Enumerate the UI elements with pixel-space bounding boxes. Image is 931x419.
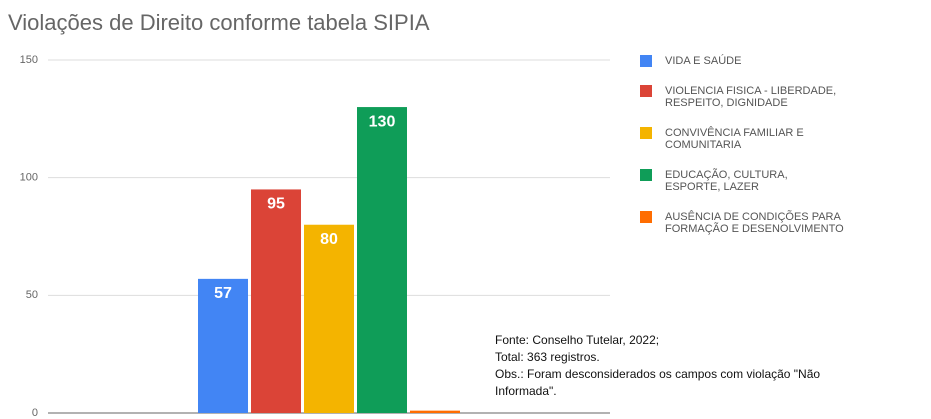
legend-label: CONVIVÊNCIA FAMILIAR E COMUNITARIA	[665, 127, 804, 151]
bar	[251, 189, 301, 413]
legend-item: EDUCAÇÃO, CULTURA, ESPORTE, LAZER	[640, 169, 870, 193]
chart-title: Violações de Direito conforme tabela SIP…	[8, 10, 430, 35]
legend-label: EDUCAÇÃO, CULTURA, ESPORTE, LAZER	[665, 169, 788, 193]
data-label: 130	[369, 113, 396, 130]
y-tick-label: 0	[32, 407, 38, 419]
bar	[198, 278, 248, 413]
data-label: 57	[214, 285, 232, 302]
legend-swatch	[640, 211, 652, 223]
bar	[357, 107, 407, 414]
annotation: Fonte: Conselho Tutelar, 2022;	[495, 333, 660, 347]
annotation: Obs.: Foram desconsiderados os campos co…	[495, 367, 821, 381]
legend-item: CONVIVÊNCIA FAMILIAR E COMUNITARIA	[640, 127, 870, 151]
y-tick-label: 50	[26, 289, 38, 301]
legend-swatch	[640, 169, 652, 181]
data-label: 95	[267, 196, 285, 213]
legend-label: VIDA E SAÚDE	[665, 55, 742, 67]
annotation: Informada".	[495, 384, 557, 398]
bar	[410, 410, 460, 413]
legend-item: VIDA E SAÚDE	[640, 55, 870, 67]
legend-swatch	[640, 85, 652, 97]
legend-label: AUSÊNCIA DE CONDIÇÕES PARA FORMAÇÃO E DE…	[665, 211, 844, 235]
legend: VIDA E SAÚDE VIOLENCIA FISICA - LIBERDADE…	[640, 55, 870, 253]
legend-swatch	[640, 55, 652, 67]
bar	[304, 224, 354, 413]
y-tick-label: 100	[20, 172, 38, 184]
legend-swatch	[640, 127, 652, 139]
data-label: 80	[320, 231, 338, 248]
y-tick-label: 150	[20, 54, 38, 66]
legend-item: AUSÊNCIA DE CONDIÇÕES PARA FORMAÇÃO E DE…	[640, 211, 870, 235]
annotations: Fonte: Conselho Tutelar, 2022; Total: 363…	[495, 332, 820, 400]
legend-item: VIOLENCIA FISICA - LIBERDADE, RESPEITO, …	[640, 85, 870, 109]
legend-label: VIOLENCIA FISICA - LIBERDADE, RESPEITO, …	[665, 85, 837, 109]
annotation: Total: 363 registros.	[495, 350, 600, 364]
